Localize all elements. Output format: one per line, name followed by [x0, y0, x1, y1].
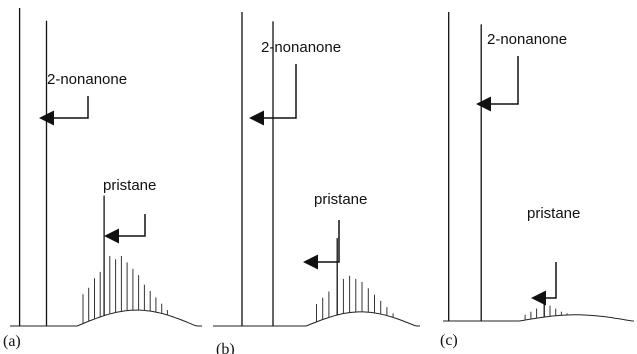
- panel-a-label-pristane: pristane: [103, 177, 156, 194]
- panel-b: 2-nonanone pristane (b): [213, 12, 420, 354]
- panel-c-label-pristane: pristane: [527, 205, 580, 222]
- panel-c-marks: [443, 12, 635, 322]
- panel-c-label-2-nonanone: 2-nonanone: [487, 31, 567, 48]
- panel-b-label-2-nonanone: 2-nonanone: [261, 39, 341, 56]
- panel-c: 2-nonanone pristane (c): [440, 12, 635, 349]
- panel-b-marks: [213, 12, 420, 327]
- panel-c-arrow-2-nonanone: [476, 56, 519, 112]
- panel-b-label-pristane: pristane: [314, 191, 367, 208]
- baseline-trace: [443, 314, 635, 322]
- panel-b-label: (b): [216, 341, 235, 354]
- panel-a-marks: [10, 8, 202, 327]
- panel-b-arrow-pristane: [303, 220, 340, 270]
- panel-a-label-2-nonanone: 2-nonanone: [47, 71, 127, 88]
- panel-c-arrow-pristane: [531, 262, 557, 306]
- panel-c-label: (c): [440, 332, 458, 349]
- panel-a-label: (a): [3, 333, 21, 350]
- panel-a-arrow-2-nonanone: [39, 96, 89, 126]
- baseline-trace: [10, 309, 202, 327]
- panel-b-arrow-2-nonanone: [249, 64, 297, 126]
- panel-a-arrow-pristane: [104, 214, 146, 244]
- panel-a: 2-nonanone pristane (a): [3, 8, 202, 350]
